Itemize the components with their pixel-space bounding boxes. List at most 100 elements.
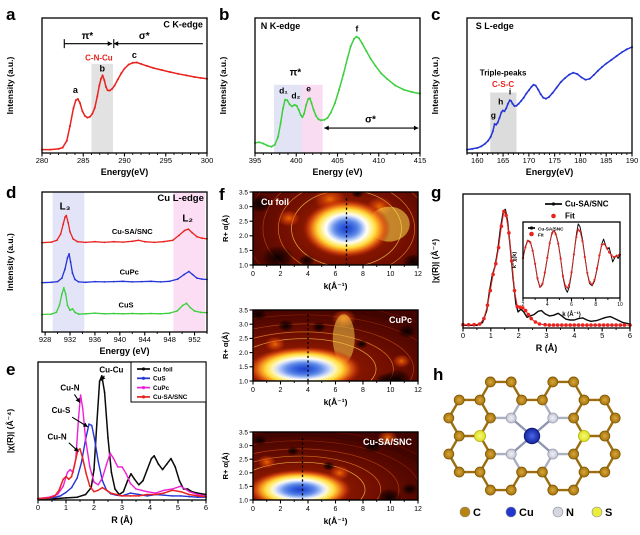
svg-text:4: 4: [148, 503, 152, 512]
svg-text:3.0: 3.0: [239, 322, 248, 329]
svg-text:Cu-N: Cu-N: [47, 432, 66, 441]
svg-text:932: 932: [64, 335, 77, 344]
svg-text:8: 8: [594, 302, 597, 308]
svg-text:Fit: Fit: [565, 211, 575, 220]
svg-text:395: 395: [249, 156, 262, 165]
svg-text:5: 5: [176, 503, 180, 512]
svg-text:8: 8: [361, 271, 365, 278]
svg-text:415: 415: [414, 156, 427, 165]
svg-text:0: 0: [251, 387, 255, 394]
svg-text:12: 12: [414, 387, 422, 394]
svg-text:928: 928: [39, 335, 52, 344]
svg-text:c: c: [431, 5, 440, 24]
svg-text:6: 6: [334, 387, 338, 394]
panel-f-heatmap-cufoil: Cu foil 0 2 4 6 8 10 12 1.0 1.5 2.0 2.5 3.0 3.5 k(Å⁻¹)…: [219, 185, 422, 291]
svg-text:f: f: [219, 185, 225, 204]
svg-text:1.5: 1.5: [239, 364, 248, 371]
svg-text:185: 185: [600, 156, 613, 165]
svg-text:Intensity (a.u.): Intensity (a.u.): [218, 57, 228, 115]
svg-text:e: e: [306, 84, 311, 94]
svg-text:400: 400: [290, 156, 303, 165]
svg-text:4: 4: [546, 302, 549, 308]
svg-text:12: 12: [414, 506, 422, 513]
svg-text:160: 160: [471, 156, 484, 165]
svg-text:3.5: 3.5: [239, 429, 248, 436]
panel-f-heatmap-cusasnc: Cu-SA/SNC 0 2 4 6 8 10 12 1.0 1.5 2.0 2.5 3.0 3.5 k(Å⁻…: [221, 429, 422, 526]
svg-text:175: 175: [548, 156, 561, 165]
svg-text:i: i: [509, 86, 511, 96]
svg-text:e: e: [6, 360, 15, 379]
svg-text:0: 0: [251, 506, 255, 513]
svg-text:12: 12: [414, 271, 422, 278]
svg-text:N: N: [566, 507, 574, 519]
svg-text:4: 4: [572, 331, 576, 340]
svg-text:2.5: 2.5: [239, 219, 248, 226]
panel-c-chart: 160 165 170 175 180 185 190 Energy(eV) Intensity…: [430, 5, 638, 177]
svg-text:Energy (eV): Energy (eV): [312, 167, 362, 177]
svg-text:N K-edge: N K-edge: [261, 21, 301, 31]
svg-text:CuS: CuS: [119, 301, 134, 310]
svg-text:280: 280: [36, 156, 49, 165]
svg-text:S L-edge: S L-edge: [476, 21, 514, 31]
svg-text:k(Å⁻¹): k(Å⁻¹): [324, 397, 348, 407]
svg-text:C-N-Cu: C-N-Cu: [85, 54, 113, 63]
svg-text:Energy(eV): Energy(eV): [101, 167, 149, 177]
svg-text:10: 10: [387, 506, 395, 513]
svg-text:CuPc: CuPc: [389, 315, 412, 325]
svg-text:S: S: [605, 507, 612, 519]
svg-text:285: 285: [77, 156, 90, 165]
svg-text:CuPc: CuPc: [153, 385, 170, 392]
svg-text:a: a: [6, 5, 16, 24]
svg-text:k(Å⁻¹): k(Å⁻¹): [324, 281, 348, 291]
panel-f-heatmap-cupc: CuPc 0 2 4 6 8 10 12 1.0 1.5 2.0 2.5 3.0 3.5 k(Å⁻¹) R+ …: [221, 307, 422, 407]
svg-text:410: 410: [372, 156, 385, 165]
panel-b: 395 400 405 410 415 Energy (eV) Intensity (a.u…: [215, 2, 427, 178]
svg-text:CuPc: CuPc: [120, 268, 139, 277]
svg-text:1.0: 1.0: [239, 497, 248, 504]
svg-text:0: 0: [461, 331, 465, 340]
svg-text:Cu foil: Cu foil: [261, 197, 289, 207]
svg-text:h: h: [498, 96, 503, 106]
svg-text:2.0: 2.0: [239, 233, 248, 240]
panel-e: 0 1 2 3 4 5 6 R (Å) |χ(R)| (Å⁻⁴) Cu-Cu Cu-N Cu-S Cu-…: [2, 357, 214, 533]
svg-text:k³ χ(k): k³ χ(k): [511, 252, 518, 268]
svg-text:Intensity (a.u.): Intensity (a.u.): [5, 57, 15, 115]
svg-text:C-S-C: C-S-C: [492, 80, 514, 89]
svg-text:3.0: 3.0: [239, 443, 248, 450]
svg-text:σ*: σ*: [139, 31, 150, 42]
svg-text:f: f: [355, 24, 358, 34]
svg-text:R (Å): R (Å): [536, 343, 558, 353]
svg-text:2: 2: [279, 506, 283, 513]
svg-text:C K-edge: C K-edge: [163, 19, 203, 29]
svg-text:Triple-peaks: Triple-peaks: [480, 68, 527, 77]
svg-text:Intensity (a.u.): Intensity (a.u.): [430, 57, 440, 115]
svg-text:8: 8: [361, 506, 365, 513]
svg-text:d: d: [6, 183, 16, 202]
svg-text:h: h: [433, 365, 443, 384]
svg-text:4: 4: [306, 506, 310, 513]
svg-text:3.5: 3.5: [239, 307, 248, 314]
svg-text:1.0: 1.0: [239, 262, 248, 269]
svg-text:1: 1: [64, 503, 68, 512]
panel-a: 280 285 290 295 300 Energy(eV) Intensity (a.u.…: [2, 2, 214, 178]
svg-text:Cu-N: Cu-N: [60, 383, 79, 392]
svg-text:0: 0: [251, 271, 255, 278]
svg-text:Energy (eV): Energy (eV): [99, 346, 149, 356]
svg-text:L₂: L₂: [182, 213, 193, 224]
svg-text:170: 170: [523, 156, 536, 165]
panel-c: 160 165 170 175 180 185 190 Energy(eV) Intensity…: [427, 2, 638, 178]
svg-text:6: 6: [334, 271, 338, 278]
svg-text:Cu-SA/SNC: Cu-SA/SNC: [363, 437, 412, 447]
svg-text:1: 1: [489, 331, 493, 340]
svg-text:2.5: 2.5: [239, 457, 248, 464]
panel-d: 928 932 936 940 944 948 952 Energy (eV) Intensit…: [2, 180, 214, 356]
svg-text:10: 10: [387, 271, 395, 278]
svg-text:944: 944: [138, 335, 151, 344]
svg-text:1.5: 1.5: [239, 248, 248, 255]
svg-text:Cu-S: Cu-S: [52, 406, 71, 415]
svg-text:π*: π*: [82, 31, 94, 42]
svg-text:Cu: Cu: [519, 507, 534, 519]
svg-text:2: 2: [517, 331, 521, 340]
